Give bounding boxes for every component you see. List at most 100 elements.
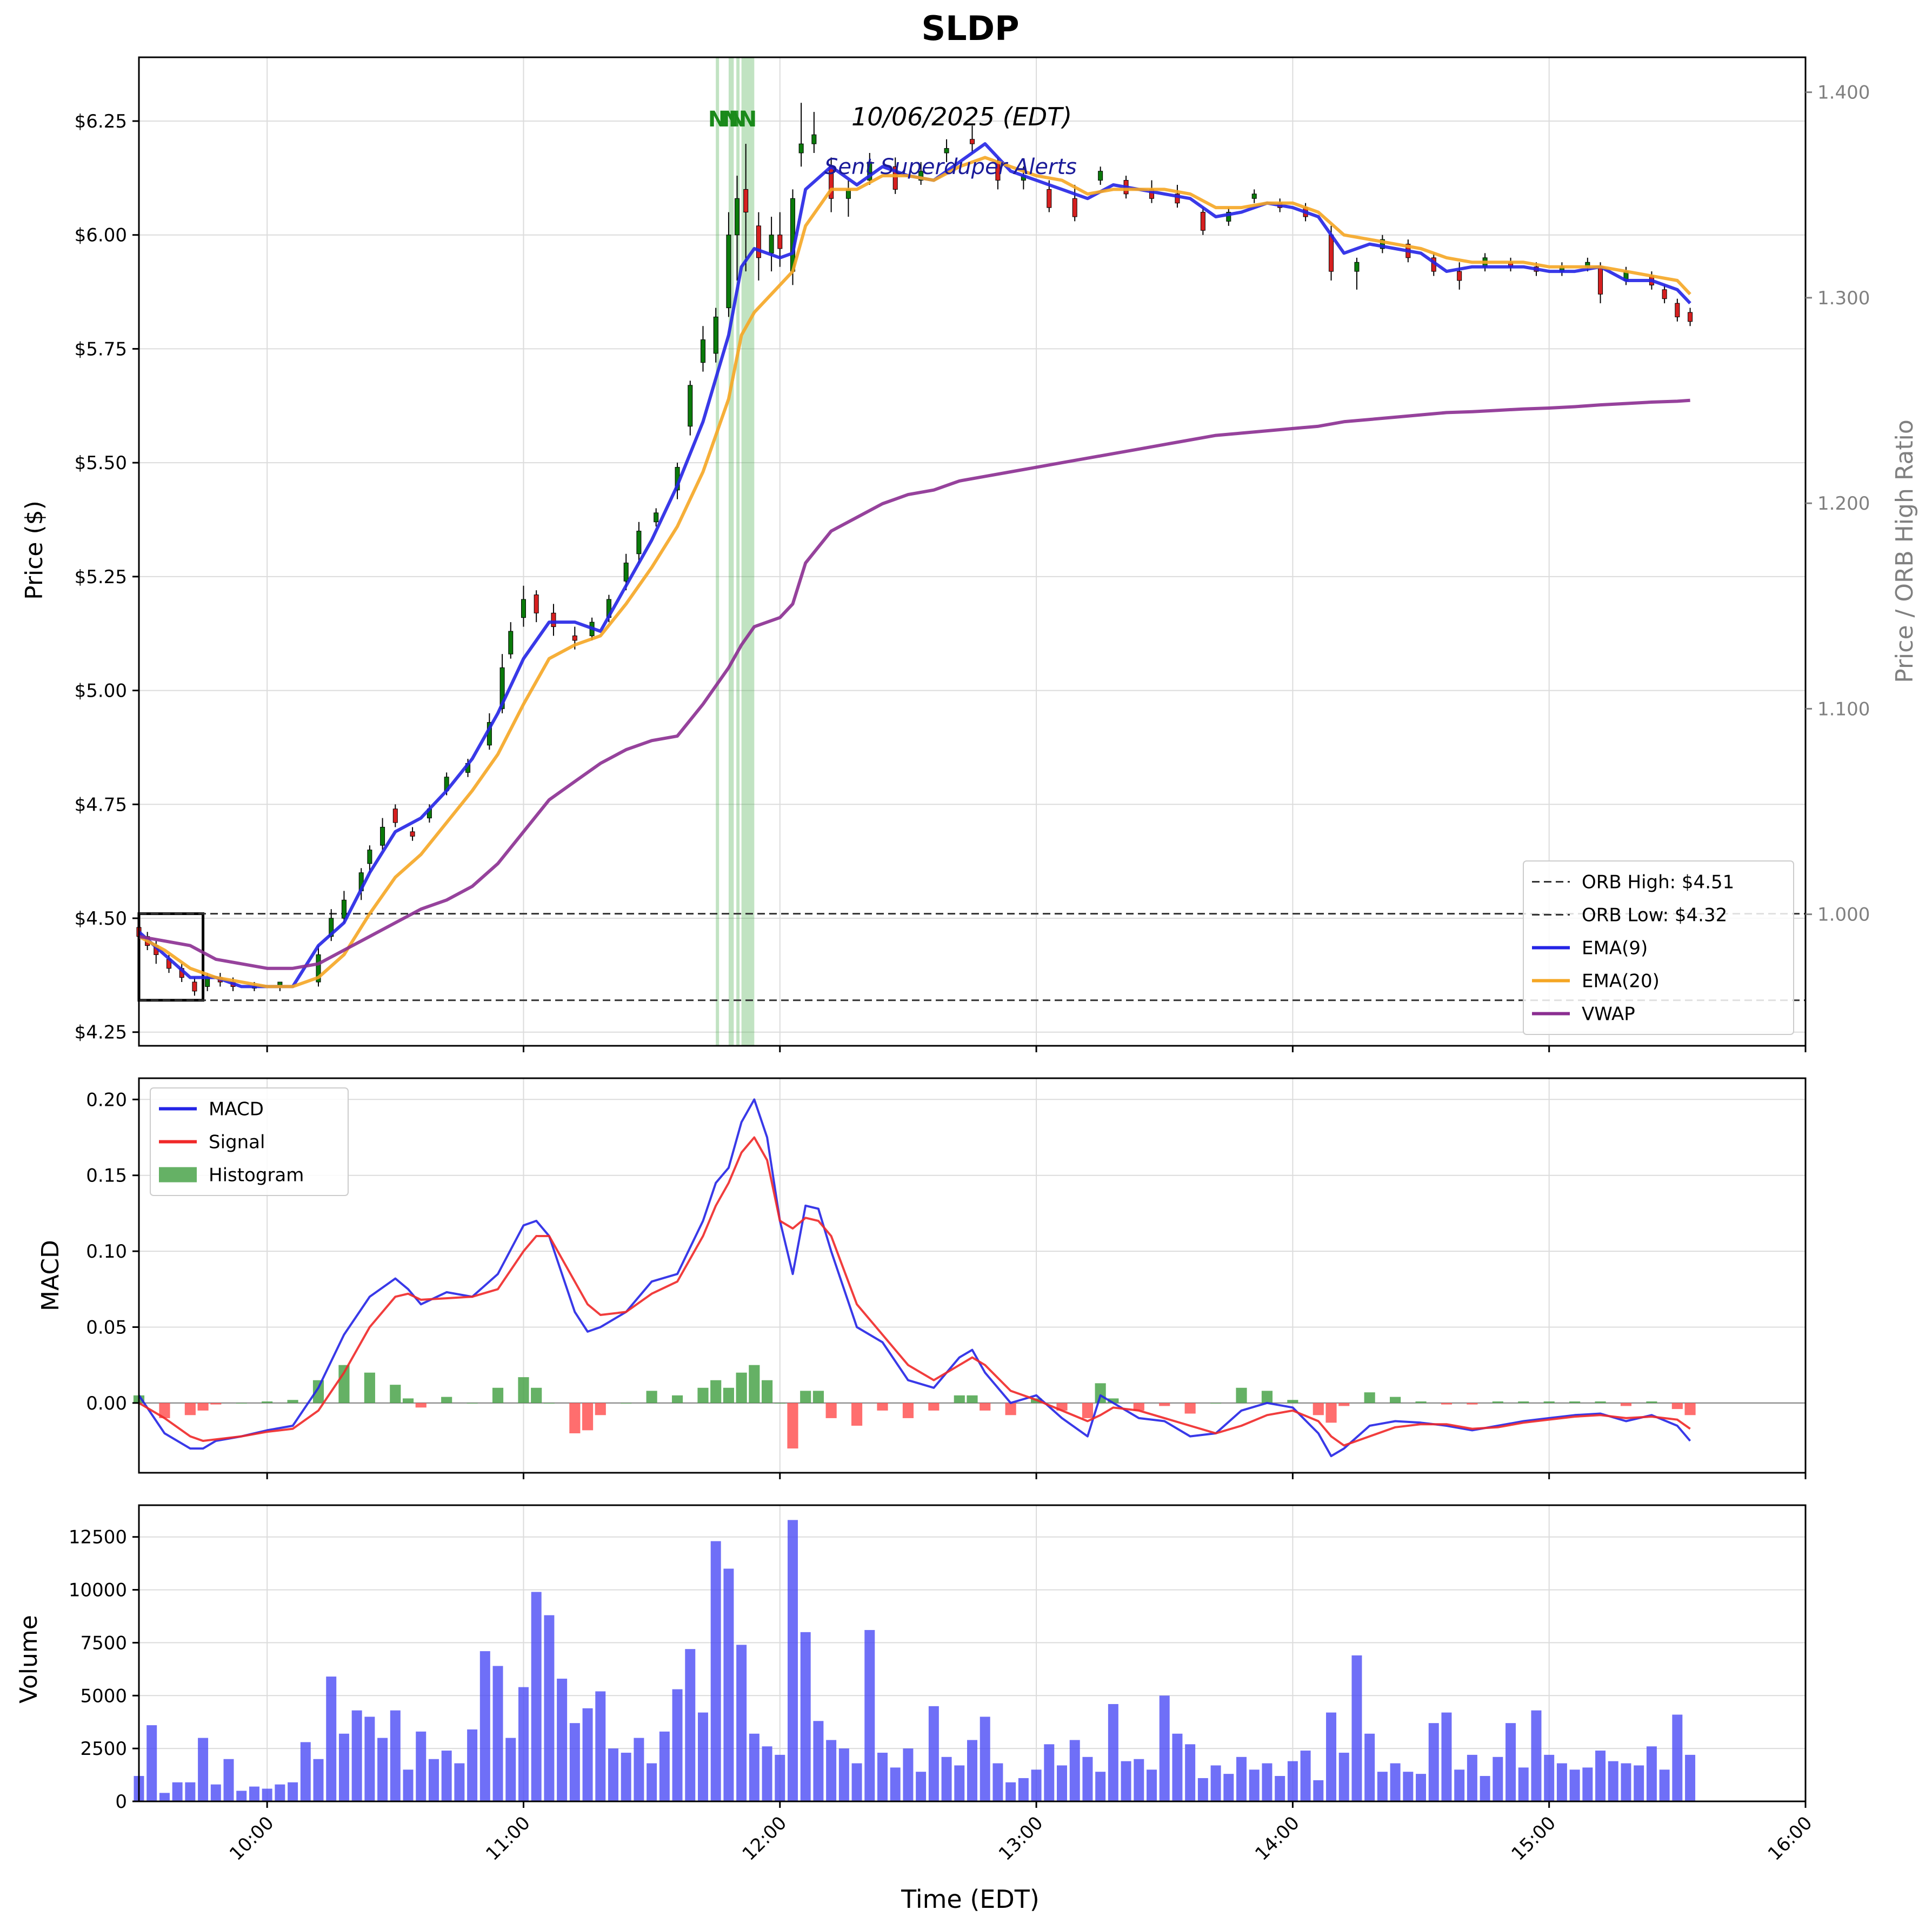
volume-bar xyxy=(1377,1772,1388,1801)
price-legend-box xyxy=(1523,860,1794,1035)
histogram-bar xyxy=(1133,1403,1144,1411)
macd-legend-label: Signal xyxy=(209,1132,265,1153)
volume-bar xyxy=(595,1691,606,1801)
price-axis-tick-label: $4.75 xyxy=(75,794,127,816)
volume-bar xyxy=(1659,1769,1670,1801)
volume-bar xyxy=(1646,1746,1657,1801)
volume-bar xyxy=(428,1759,439,1801)
volume-bar xyxy=(1428,1723,1439,1801)
volume-bar xyxy=(1249,1769,1260,1801)
candle-body xyxy=(534,595,539,613)
candle-body xyxy=(521,599,526,618)
histogram-bar xyxy=(236,1403,247,1404)
candle-body xyxy=(892,166,898,190)
volume-bar xyxy=(275,1784,285,1801)
macd-legend-box xyxy=(150,1087,349,1196)
histogram-bar xyxy=(800,1391,811,1403)
price-legend-label: EMA(20) xyxy=(1582,971,1660,992)
volume-bar xyxy=(890,1767,901,1801)
histogram-bar xyxy=(1005,1403,1016,1415)
histogram-bar xyxy=(812,1391,824,1403)
volume-bar xyxy=(877,1752,888,1801)
volume-bar xyxy=(826,1740,837,1801)
volume-bar xyxy=(569,1723,580,1801)
volume-bar xyxy=(685,1649,696,1801)
signal-line xyxy=(138,1136,1691,1447)
volume-bar xyxy=(403,1769,414,1801)
volume-axis-label: Volume xyxy=(15,1615,43,1704)
volume-bar xyxy=(338,1733,349,1801)
volume-bar xyxy=(1441,1712,1452,1801)
ratio-axis-label: Price / ORB High Ratio xyxy=(1891,419,1918,683)
alert-band xyxy=(736,57,740,1046)
histogram-bar xyxy=(1338,1403,1350,1406)
volume-bar xyxy=(916,1772,927,1801)
alert-marker: N xyxy=(739,107,757,132)
volume-bar xyxy=(967,1740,977,1801)
volume-bar xyxy=(813,1721,824,1801)
candle-body xyxy=(1380,239,1385,249)
histogram-bar xyxy=(1210,1403,1222,1404)
histogram-bar xyxy=(415,1403,427,1408)
candle-body xyxy=(1047,189,1052,208)
volume-bar xyxy=(736,1645,747,1801)
price-axis-tick-label: $6.25 xyxy=(75,111,127,132)
volume-bar xyxy=(1390,1763,1401,1801)
alert-band xyxy=(716,57,719,1046)
vwap-line xyxy=(138,398,1690,970)
volume-bar xyxy=(249,1786,259,1801)
histogram-bar xyxy=(531,1387,542,1403)
macd-axis-tick-label: 0.00 xyxy=(86,1393,127,1414)
histogram-bar xyxy=(621,1403,632,1404)
volume-bar xyxy=(634,1738,644,1801)
volume-bar xyxy=(1262,1763,1273,1801)
price-legend-label: ORB High: $4.51 xyxy=(1582,872,1734,893)
histogram-bar xyxy=(761,1380,773,1403)
alert-band xyxy=(728,57,734,1046)
volume-bar xyxy=(582,1708,593,1801)
histogram-bar xyxy=(1671,1403,1683,1410)
candle-body xyxy=(316,954,321,983)
price-axis-tick-label: $4.25 xyxy=(75,1022,127,1044)
candle-body xyxy=(756,225,761,258)
ema9-line xyxy=(138,142,1691,989)
volume-bar xyxy=(1005,1782,1016,1801)
histogram-bar xyxy=(569,1403,581,1433)
volume-bar xyxy=(1031,1769,1042,1801)
candle-body xyxy=(713,316,718,354)
volume-bar xyxy=(1531,1710,1542,1801)
histogram-bar xyxy=(1390,1397,1401,1403)
histogram-bar xyxy=(749,1365,760,1403)
volume-bar xyxy=(851,1763,862,1801)
volume-bar xyxy=(980,1717,990,1801)
volume-bar xyxy=(1351,1655,1362,1801)
candle-body xyxy=(551,612,556,627)
candle-body xyxy=(1354,262,1360,272)
volume-bar xyxy=(1454,1769,1465,1801)
histogram-bar xyxy=(1620,1403,1632,1406)
histogram-bar xyxy=(787,1403,798,1449)
price-axis-tick-label: $5.00 xyxy=(75,680,127,702)
candle-body xyxy=(1175,193,1180,204)
histogram-bar xyxy=(1325,1403,1337,1423)
volume-bar xyxy=(928,1706,939,1801)
candle-body xyxy=(1598,266,1603,295)
candle-body xyxy=(623,563,629,582)
alert-band xyxy=(741,57,755,1046)
histogram-bar xyxy=(928,1403,940,1411)
candle-body xyxy=(636,531,642,555)
histogram-bar xyxy=(1415,1401,1427,1403)
volume-axis-tick-label: 12500 xyxy=(69,1527,127,1548)
volume-bar xyxy=(1044,1744,1055,1801)
volume-bar xyxy=(1275,1776,1285,1801)
macd-panel-frame xyxy=(138,1077,1807,1474)
candle-body xyxy=(1251,193,1257,199)
volume-bar xyxy=(288,1782,298,1801)
volume-axis-tick-label: 7500 xyxy=(80,1632,127,1654)
histogram-bar xyxy=(967,1395,978,1403)
legends-layer: ORB High: $4.51 ORB Low: $4.32 EMA(9) EMA(2… xyxy=(150,860,1794,1196)
volume-axis-tick-label: 2500 xyxy=(80,1738,127,1760)
volume-bar xyxy=(1518,1767,1529,1801)
volume-bar xyxy=(377,1738,388,1801)
histogram-bar xyxy=(197,1403,209,1411)
